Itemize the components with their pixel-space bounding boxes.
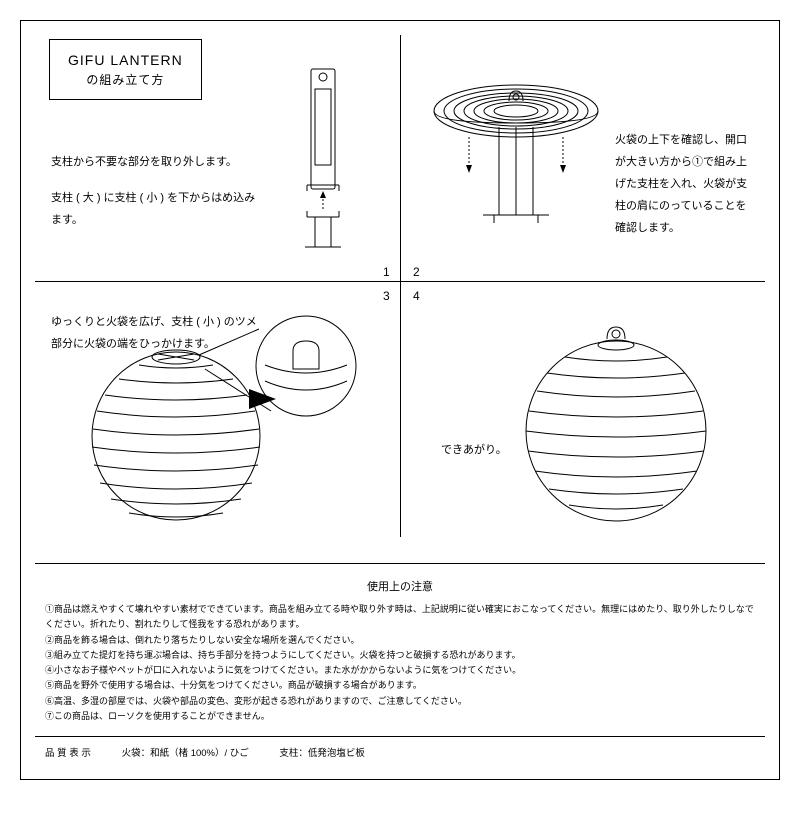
note-line: ④小さなお子様やペットが口に入れないように気をつけてください。また水がかからない… [45, 663, 755, 678]
horizontal-divider [35, 281, 765, 282]
quality-line: 品 質 表 示 火袋：和紙（楮 100%）/ ひご 支柱：低発泡塩ビ板 [35, 745, 765, 759]
note-line: ⑤商品を野外で使用する場合は、十分気をつけてください。商品が破損する場合がありま… [45, 678, 755, 693]
instruction-frame: GIFU LANTERN の組み立て方 1 2 3 4 支柱から不要な部分を取り… [20, 20, 780, 780]
note-line: ②商品を飾る場合は、倒れたり落ちたりしない安全な場所を選んでください。 [45, 633, 755, 648]
quality-divider [35, 736, 765, 737]
vertical-divider [400, 35, 401, 537]
step1-line2: 支柱 ( 大 ) に支柱 ( 小 ) を下からはめ込みます。 [51, 187, 261, 231]
step4-text: できあがり。 [441, 441, 507, 457]
quality-shade: 火袋：和紙（楮 100%）/ ひご [122, 748, 249, 759]
quality-label: 品 質 表 示 [45, 748, 91, 759]
step-number-1: 1 [383, 265, 390, 279]
step4-illustration [511, 321, 721, 531]
note-line: ⑥高温、多湿の部屋では、火袋や部品の変色、変形が起きる恐れがありますので、ご注意… [45, 694, 755, 709]
step3-illustration [71, 311, 371, 531]
step1-text: 支柱から不要な部分を取り外します。 支柱 ( 大 ) に支柱 ( 小 ) を下か… [51, 151, 261, 231]
step-number-2: 2 [413, 265, 420, 279]
note-line: ①商品は燃えやすくて壊れやすい素材でできています。商品を組み立てる時や取り外す時… [45, 602, 755, 633]
step-number-4: 4 [413, 289, 420, 303]
step1-illustration [279, 61, 369, 271]
quality-stand: 支柱：低発泡塩ビ板 [279, 748, 365, 759]
steps-grid: 1 2 3 4 支柱から不要な部分を取り外します。 支柱 ( 大 ) に支柱 (… [21, 21, 779, 551]
note-line: ⑦この商品は、ローソクを使用することができません。 [45, 709, 755, 724]
notes-lines: ①商品は燃えやすくて壊れやすい素材でできています。商品を組み立てる時や取り外す時… [35, 602, 765, 724]
step1-line1: 支柱から不要な部分を取り外します。 [51, 151, 261, 173]
step-number-3: 3 [383, 289, 390, 303]
notes-section: 使用上の注意 ①商品は燃えやすくて壊れやすい素材でできています。商品を組み立てる… [35, 563, 765, 759]
step2-text: 火袋の上下を確認し、開口が大きい方から①で組み上げた支柱を入れ、火袋が支柱の肩に… [615, 129, 755, 239]
note-line: ③組み立てた提灯を持ち運ぶ場合は、持ち手部分を持つようにしてください。火袋を持つ… [45, 648, 755, 663]
notes-title: 使用上の注意 [35, 578, 765, 594]
step2-illustration [421, 61, 611, 271]
